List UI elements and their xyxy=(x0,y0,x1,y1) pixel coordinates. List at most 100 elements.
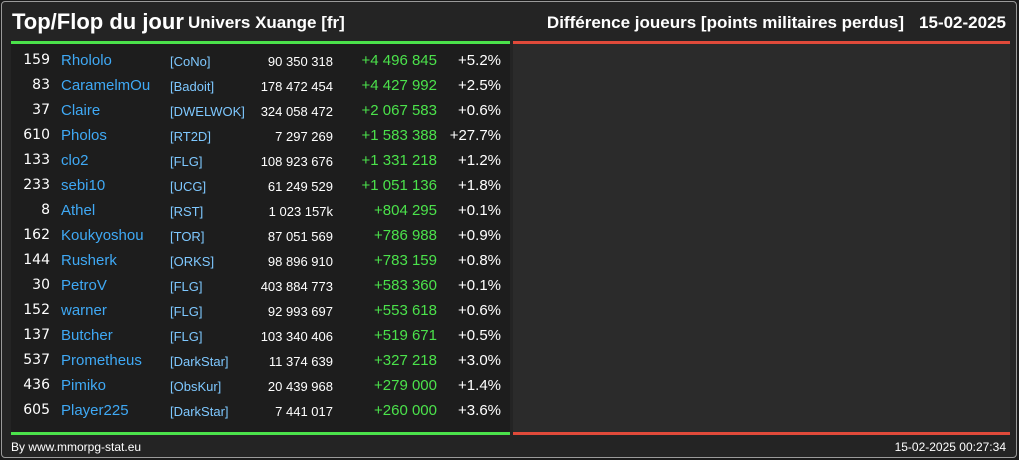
percent-cell: +1.2% xyxy=(458,152,501,169)
player-name-link[interactable]: Claire xyxy=(61,102,101,119)
table-row: 152 warner [FLG] 92 993 697 +553 618 +0.6% xyxy=(11,298,510,323)
diff-cell: +804 295 xyxy=(374,202,437,219)
percent-cell: +2.5% xyxy=(458,77,501,94)
diff-cell: +786 988 xyxy=(374,227,437,244)
player-name-link[interactable]: CaramelmOu xyxy=(61,77,151,94)
diff-cell: +2 067 583 xyxy=(361,102,438,119)
table-row: 159 Rhololo [CoNo] 90 350 318 +4 496 845 +5.2… xyxy=(11,48,510,73)
diff-cell: +4 496 845 xyxy=(361,52,438,69)
rank-cell: 8 xyxy=(41,202,50,218)
player-name-link[interactable]: Pholos xyxy=(61,127,107,144)
metric-label: Différence joueurs [points militaires pe… xyxy=(546,13,904,32)
alliance-link[interactable]: [CoNo] xyxy=(170,54,211,69)
percent-cell: +3.0% xyxy=(458,352,501,369)
rank-cell: 133 xyxy=(23,152,50,168)
percent-cell: +0.6% xyxy=(458,302,501,319)
top-list: 159 Rhololo [CoNo] 90 350 318 +4 496 845 +5.2… xyxy=(11,48,510,423)
diff-cell: +783 159 xyxy=(374,252,437,269)
alliance-link[interactable]: [FLG] xyxy=(170,154,203,169)
rank-cell: 152 xyxy=(23,302,50,318)
rank-cell: 162 xyxy=(23,227,50,243)
rank-cell: 83 xyxy=(32,77,50,93)
alliance-link[interactable]: [RT2D] xyxy=(170,129,211,144)
rank-cell: 144 xyxy=(23,252,50,268)
player-name-link[interactable]: PetroV xyxy=(61,277,107,294)
player-name-link[interactable]: Athel xyxy=(61,202,96,219)
table-row: 8 Athel [RST] 1 023 157k +804 295 +0.1% xyxy=(11,198,510,223)
points-cell: 87 051 569 xyxy=(267,229,333,244)
table-row: 30 PetroV [FLG] 403 884 773 +583 360 +0.1% xyxy=(11,273,510,298)
player-name-link[interactable]: clo2 xyxy=(61,152,89,169)
percent-cell: +0.6% xyxy=(458,102,501,119)
table-row: 436 Pimiko [ObsKur] 20 439 968 +279 000 +1.4% xyxy=(11,373,510,398)
credit-link[interactable]: By www.mmorpg-stat.eu xyxy=(11,440,142,454)
percent-cell: +3.6% xyxy=(458,402,501,419)
diff-cell: +583 360 xyxy=(374,277,437,294)
alliance-link[interactable]: [RST] xyxy=(170,204,204,219)
points-cell: 92 993 697 xyxy=(267,304,333,319)
percent-cell: +5.2% xyxy=(458,52,501,69)
alliance-link[interactable]: [DarkStar] xyxy=(170,404,229,419)
rank-cell: 137 xyxy=(23,327,50,343)
diff-cell: +260 000 xyxy=(374,402,437,419)
diff-cell: +279 000 xyxy=(374,377,437,394)
player-name-link[interactable]: Player225 xyxy=(61,402,129,419)
points-cell: 20 439 968 xyxy=(267,379,333,394)
player-name-link[interactable]: Butcher xyxy=(61,327,113,344)
alliance-link[interactable]: [TOR] xyxy=(170,229,205,244)
points-cell: 7 441 017 xyxy=(275,404,333,419)
player-name-link[interactable]: Pimiko xyxy=(61,377,107,394)
universe-label: Univers Xuange [fr] xyxy=(188,13,345,32)
table-row: 133 clo2 [FLG] 108 923 676 +1 331 218 +1.2% xyxy=(11,148,510,173)
points-cell: 98 896 910 xyxy=(267,254,333,269)
points-cell: 61 249 529 xyxy=(267,179,333,194)
alliance-link[interactable]: [UCG] xyxy=(170,179,207,194)
points-cell: 324 058 472 xyxy=(260,104,333,119)
points-cell: 108 923 676 xyxy=(260,154,333,169)
table-row: 233 sebi10 [UCG] 61 249 529 +1 051 136 +1.8% xyxy=(11,173,510,198)
player-name-link[interactable]: Prometheus xyxy=(61,352,142,369)
player-name-link[interactable]: Rhololo xyxy=(61,52,112,69)
rank-cell: 537 xyxy=(23,352,50,368)
percent-cell: +1.8% xyxy=(458,177,501,194)
rank-cell: 605 xyxy=(23,402,50,418)
diff-cell: +4 427 992 xyxy=(361,77,438,94)
alliance-link[interactable]: [Badoit] xyxy=(170,79,215,94)
rank-cell: 436 xyxy=(23,377,50,393)
player-name-link[interactable]: Rusherk xyxy=(61,252,117,269)
diff-cell: +553 618 xyxy=(374,302,437,319)
percent-cell: +27.7% xyxy=(449,127,501,144)
rank-cell: 233 xyxy=(23,177,50,193)
percent-cell: +0.1% xyxy=(458,277,501,294)
percent-cell: +0.1% xyxy=(458,202,501,219)
diff-cell: +1 331 218 xyxy=(361,152,438,169)
points-cell: 7 297 269 xyxy=(275,129,333,144)
top-panel xyxy=(11,42,510,435)
points-cell: 11 374 639 xyxy=(268,354,333,369)
table-row: 162 Koukyoshou [TOR] 87 051 569 +786 988 +0.9… xyxy=(11,223,510,248)
alliance-link[interactable]: [FLG] xyxy=(170,304,203,319)
rank-cell: 159 xyxy=(23,52,50,68)
player-name-link[interactable]: warner xyxy=(61,302,107,319)
diff-cell: +327 218 xyxy=(374,352,437,369)
alliance-link[interactable]: [ObsKur] xyxy=(170,379,222,394)
player-name-link[interactable]: Koukyoshou xyxy=(61,227,144,244)
percent-cell: +1.4% xyxy=(458,377,501,394)
table-row: 610 Pholos [RT2D] 7 297 269 +1 583 388 +27.7% xyxy=(11,123,510,148)
points-cell: 103 340 406 xyxy=(260,329,333,344)
points-cell: 178 472 454 xyxy=(260,79,333,94)
top-divider-top xyxy=(11,41,510,44)
table-row: 144 Rusherk [ORKS] 98 896 910 +783 159 +0.8% xyxy=(11,248,510,273)
percent-cell: +0.5% xyxy=(458,327,501,344)
header: Top/Flop du jour Univers Xuange [fr] Dif… xyxy=(2,2,1016,42)
rank-cell: 37 xyxy=(32,102,50,118)
table-row: 537 Prometheus [DarkStar] 11 374 639 +327 21… xyxy=(11,348,510,373)
alliance-link[interactable]: [FLG] xyxy=(170,329,203,344)
diff-cell: +1 583 388 xyxy=(361,127,438,144)
alliance-link[interactable]: [DWELWOK] xyxy=(170,104,245,119)
page-title: Top/Flop du jour xyxy=(12,9,184,34)
alliance-link[interactable]: [DarkStar] xyxy=(170,354,229,369)
alliance-link[interactable]: [ORKS] xyxy=(170,254,215,269)
alliance-link[interactable]: [FLG] xyxy=(170,279,203,294)
player-name-link[interactable]: sebi10 xyxy=(61,177,106,194)
